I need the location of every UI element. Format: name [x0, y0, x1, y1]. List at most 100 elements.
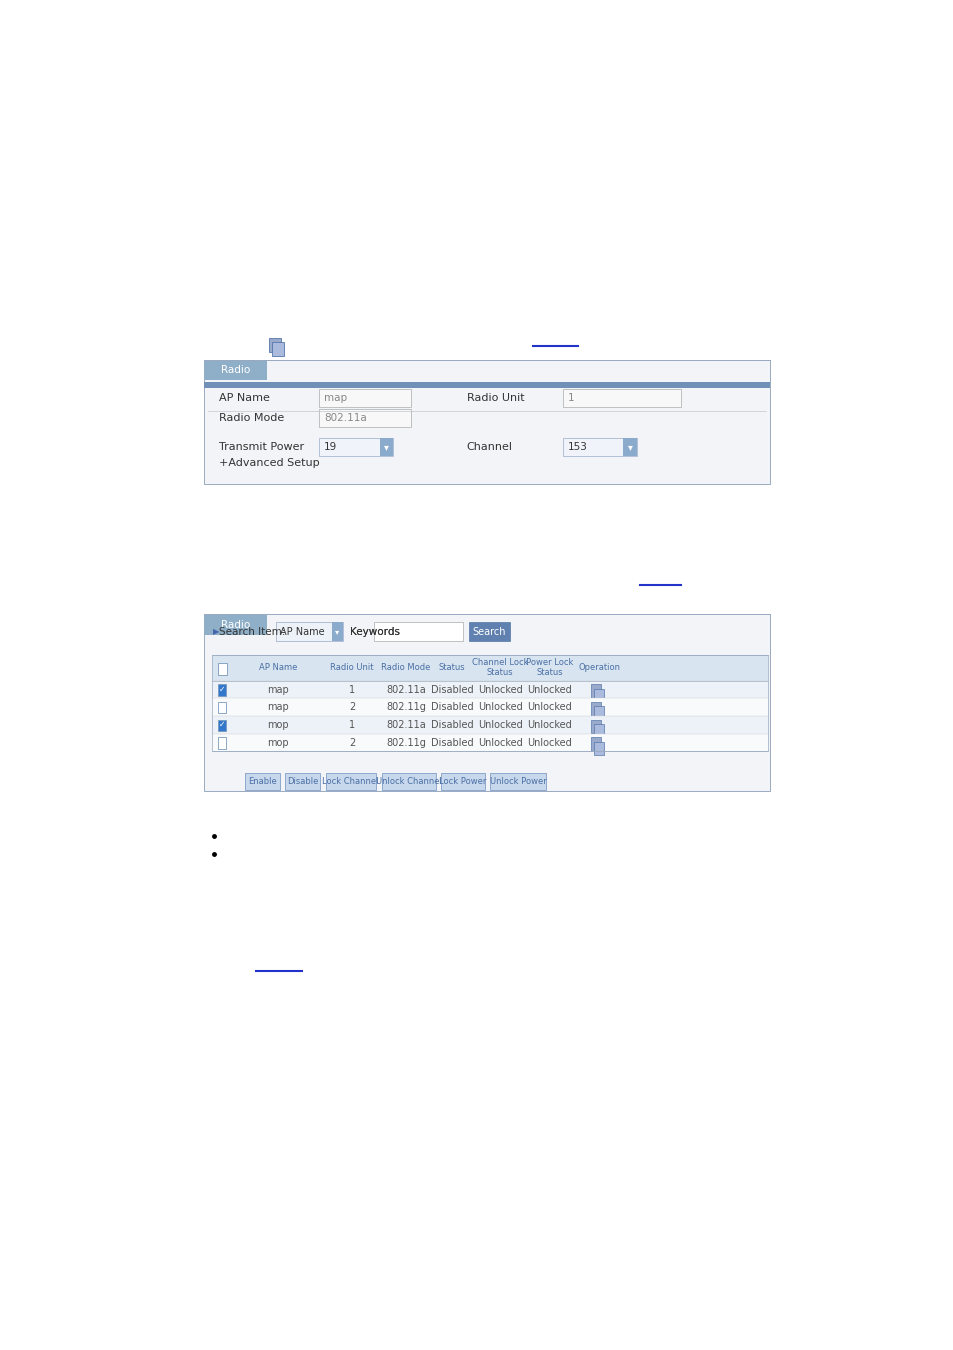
Text: Disabled: Disabled [430, 737, 473, 748]
Bar [562, 389, 680, 406]
Bar [318, 409, 411, 427]
Bar [590, 684, 600, 698]
Text: Radio Unit: Radio Unit [330, 663, 374, 672]
Bar [285, 774, 320, 790]
Bar [381, 774, 436, 790]
Text: Radio Unit: Radio Unit [466, 393, 524, 402]
Text: 2: 2 [349, 702, 355, 713]
Text: Unlocked: Unlocked [477, 737, 522, 748]
Bar [379, 437, 393, 456]
Bar [245, 774, 280, 790]
Text: 802.11g: 802.11g [386, 737, 426, 748]
Bar [218, 702, 226, 713]
Text: map: map [267, 684, 289, 694]
Text: AP Name: AP Name [259, 663, 297, 672]
Bar [469, 622, 509, 641]
Text: Transmit Power: Transmit Power [219, 441, 304, 452]
Text: Unlocked: Unlocked [477, 720, 522, 730]
Text: Disabled: Disabled [430, 720, 473, 730]
Text: Unlock Power: Unlock Power [489, 778, 546, 786]
Text: Status: Status [438, 663, 465, 672]
Bar [204, 614, 267, 634]
Bar [213, 698, 767, 716]
Text: ▾: ▾ [627, 441, 632, 452]
Bar [269, 338, 281, 352]
Bar [218, 684, 226, 695]
Bar [374, 622, 462, 641]
Bar [594, 706, 603, 720]
Text: Unlocked: Unlocked [527, 684, 572, 694]
Bar [218, 737, 226, 749]
Bar [594, 688, 603, 702]
Text: Unlocked: Unlocked [527, 737, 572, 748]
Bar [332, 622, 342, 641]
Bar [318, 389, 411, 406]
Text: Unlocked: Unlocked [527, 702, 572, 713]
Text: Lock Power: Lock Power [439, 778, 486, 786]
Text: 802.11g: 802.11g [386, 702, 426, 713]
Text: Radio Mode: Radio Mode [219, 413, 284, 423]
Text: AP Name: AP Name [280, 626, 325, 637]
Bar [440, 774, 485, 790]
Text: +Advanced Setup: +Advanced Setup [219, 459, 319, 468]
Text: mop: mop [267, 737, 289, 748]
Bar [204, 614, 769, 791]
Text: Keywords: Keywords [350, 626, 399, 637]
Text: Radio: Radio [221, 620, 250, 629]
Bar [204, 382, 769, 387]
Bar [594, 741, 603, 755]
Bar [623, 437, 636, 456]
Bar [218, 720, 226, 732]
Bar [590, 720, 600, 733]
Text: Radio Mode: Radio Mode [381, 663, 431, 672]
Bar [218, 663, 227, 675]
Text: 802.11a: 802.11a [386, 684, 426, 694]
Text: 153: 153 [567, 441, 587, 452]
Text: Search: Search [472, 626, 505, 637]
Bar [325, 774, 375, 790]
Text: 1: 1 [349, 684, 355, 694]
Bar [594, 724, 603, 737]
Text: 1: 1 [567, 393, 574, 402]
Bar [318, 437, 393, 456]
Text: Channel Lock
Status: Channel Lock Status [472, 657, 528, 678]
Text: Enable: Enable [248, 778, 276, 786]
Text: Search Item:: Search Item: [219, 626, 285, 637]
Bar [213, 655, 767, 752]
Bar [562, 437, 636, 456]
Bar [204, 359, 267, 381]
Text: 1: 1 [349, 720, 355, 730]
Text: 2: 2 [349, 737, 355, 748]
Bar [213, 680, 767, 698]
Text: Channel: Channel [466, 441, 512, 452]
Bar [272, 342, 284, 356]
Text: Unlocked: Unlocked [477, 702, 522, 713]
Text: Disable: Disable [287, 778, 318, 786]
Text: map: map [324, 393, 347, 402]
Text: 19: 19 [324, 441, 337, 452]
Text: Unlocked: Unlocked [527, 720, 572, 730]
Text: Power Lock
Status: Power Lock Status [525, 657, 573, 678]
Bar [590, 737, 600, 751]
Text: ✓: ✓ [219, 684, 225, 694]
Text: Radio: Radio [221, 364, 250, 375]
Text: 802.11a: 802.11a [386, 720, 426, 730]
Text: ▾: ▾ [335, 628, 339, 636]
Text: 802.11a: 802.11a [324, 413, 366, 423]
Text: AP Name: AP Name [219, 393, 270, 402]
Text: ▾: ▾ [383, 441, 388, 452]
Bar [590, 702, 600, 716]
Bar [490, 774, 545, 790]
Bar [213, 655, 767, 680]
Text: Keywords: Keywords [350, 626, 399, 637]
Bar [213, 716, 767, 734]
Text: Unlocked: Unlocked [477, 684, 522, 694]
Text: Unlock Channel: Unlock Channel [375, 778, 441, 786]
Text: ✓: ✓ [219, 721, 225, 729]
Text: map: map [267, 702, 289, 713]
Text: mop: mop [267, 720, 289, 730]
Bar [213, 734, 767, 752]
Bar [275, 622, 342, 641]
Text: Lock Channel: Lock Channel [322, 778, 378, 786]
Bar [204, 359, 769, 485]
